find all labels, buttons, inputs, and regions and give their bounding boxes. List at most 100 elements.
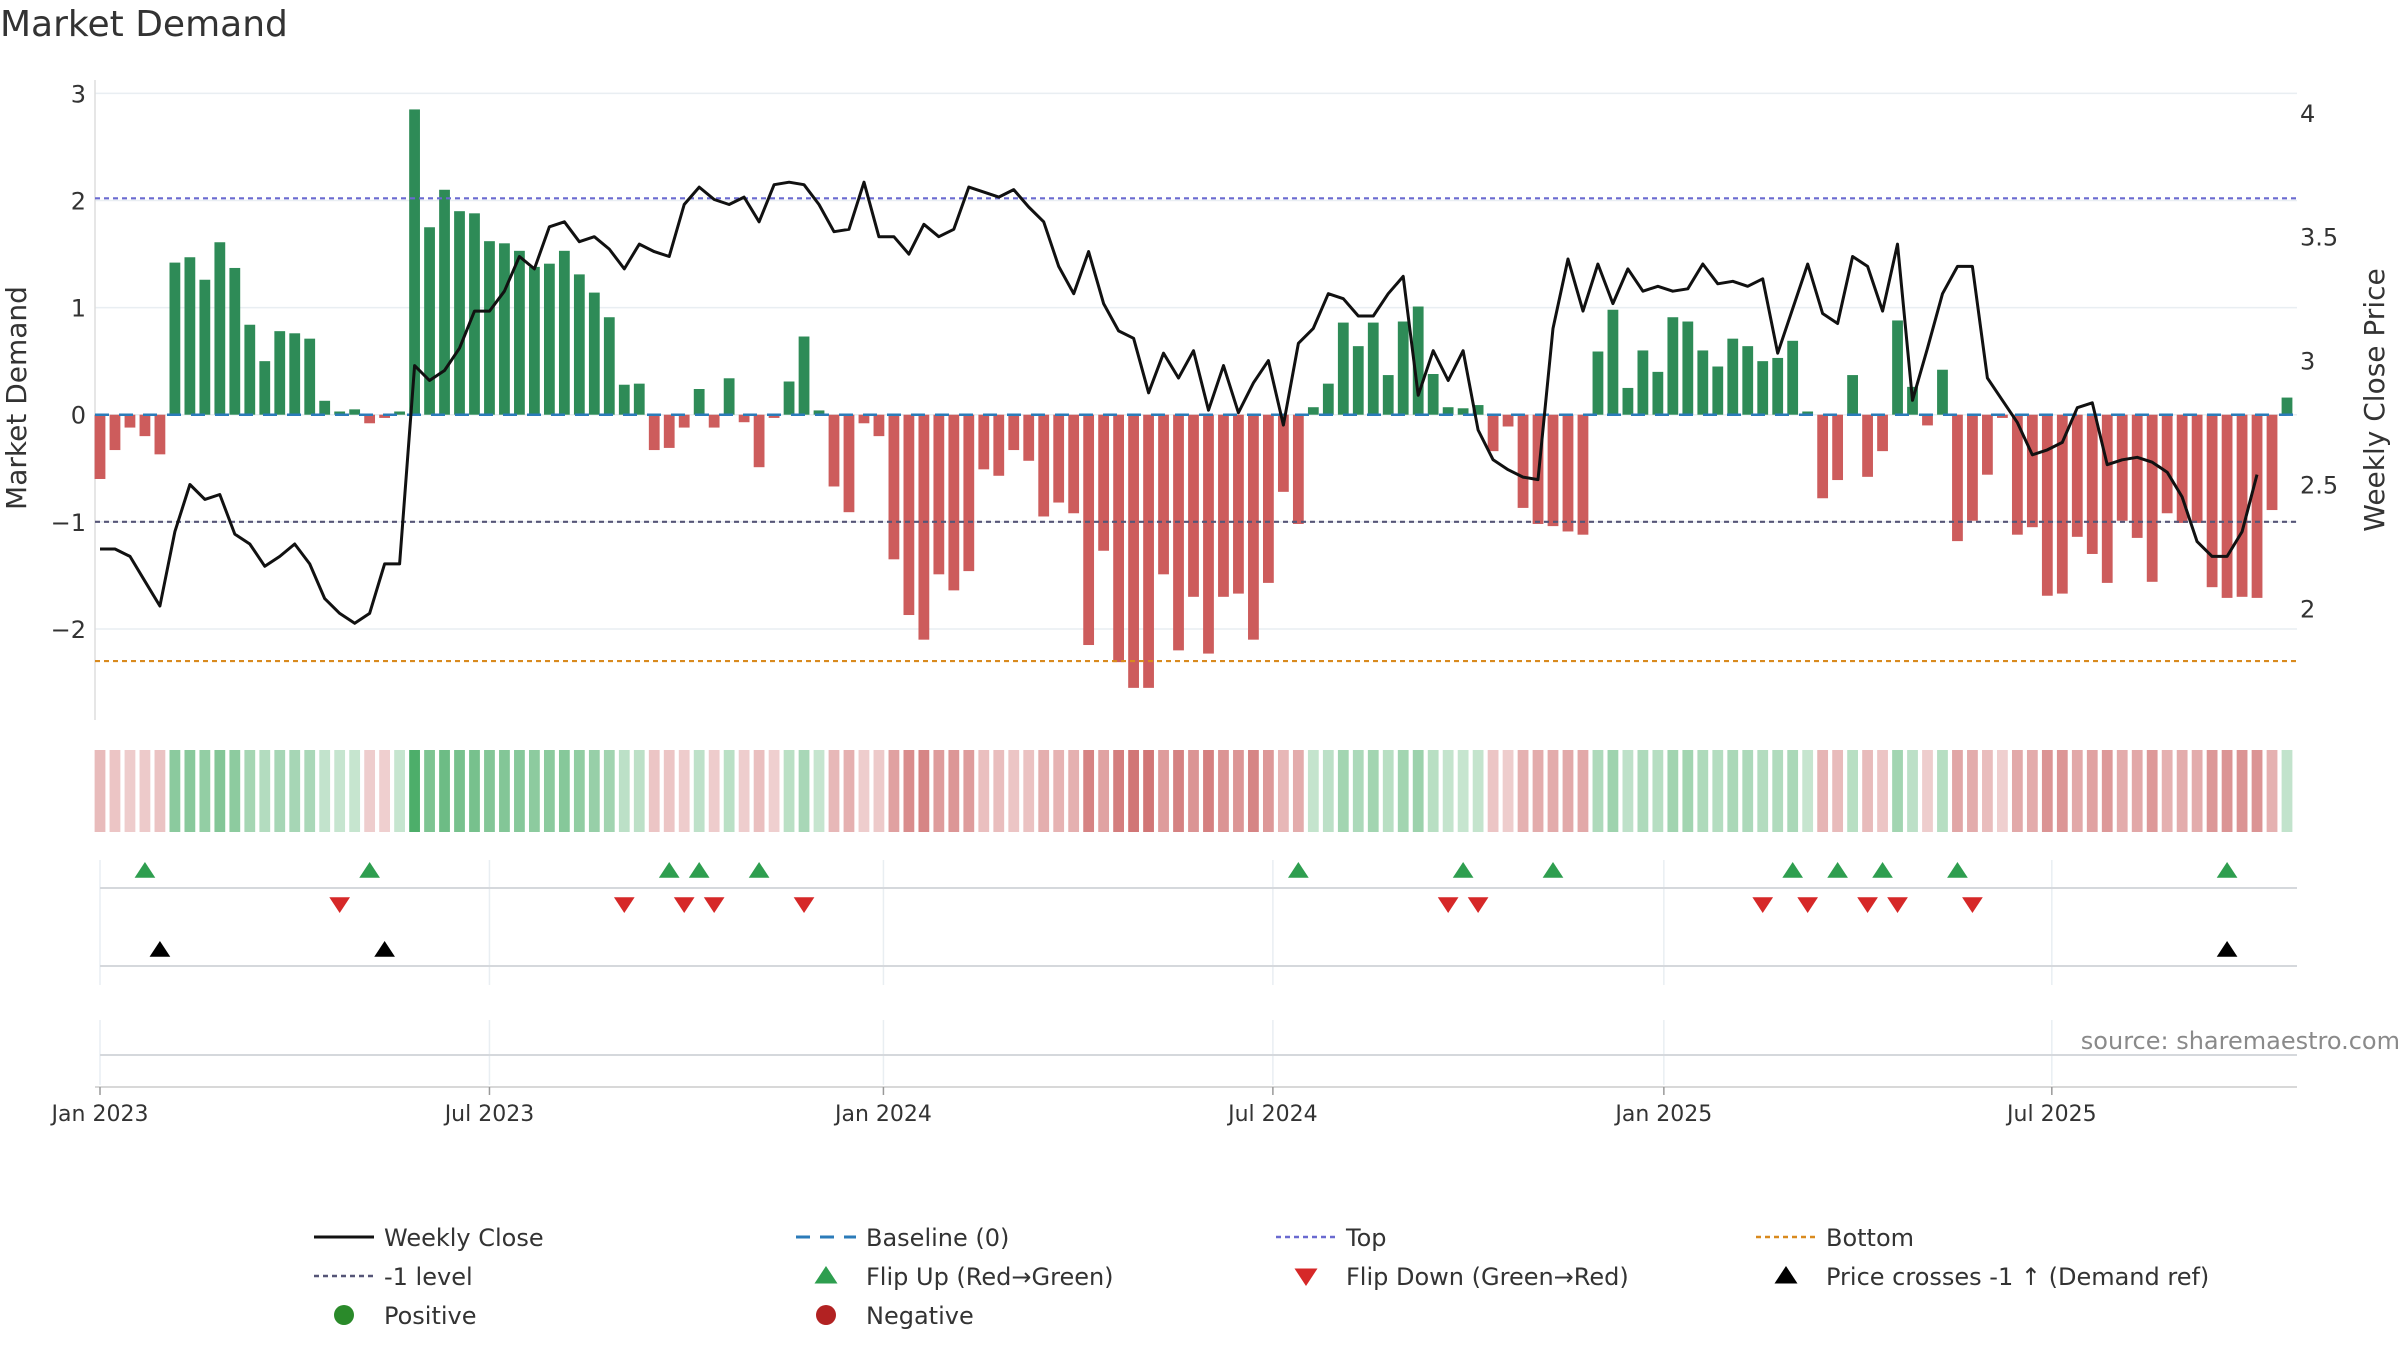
demand-bar (1922, 414, 1933, 426)
demand-bar (693, 389, 705, 415)
demand-bar (1607, 309, 1619, 415)
demand-bar (1038, 414, 1050, 517)
flip-up-marker (1947, 862, 1968, 878)
demand-bar (1877, 414, 1888, 452)
demand-bar (2116, 414, 2128, 521)
heat-cell (139, 750, 151, 832)
demand-bar (708, 414, 720, 428)
heat-cell (933, 750, 945, 832)
demand-bar (379, 414, 391, 418)
demand-bar (1113, 414, 1124, 663)
heat-cell (678, 750, 690, 832)
flip-up-marker (134, 862, 156, 878)
heat-cell (663, 750, 675, 832)
heat-cell (1263, 750, 1274, 832)
heat-cell (1382, 750, 1394, 832)
demand-bar (843, 414, 855, 513)
heat-cell (1487, 750, 1499, 832)
legend-label: Positive (384, 1302, 477, 1330)
chart-title: Market Demand (0, 4, 288, 45)
heat-cell (858, 750, 870, 832)
flip-down-marker (1752, 897, 1774, 913)
flip-down-marker (1962, 897, 1983, 913)
demand-bar (2056, 414, 2068, 594)
demand-bar (1487, 414, 1499, 452)
heat-cell (124, 750, 136, 832)
demand-bar (738, 414, 750, 423)
heat-cell (454, 750, 465, 832)
demand-bar (109, 414, 121, 451)
heat-cell (94, 750, 106, 832)
heat-cell (1996, 750, 2008, 832)
heat-cell (229, 750, 241, 832)
demand-bar (1173, 414, 1184, 651)
demand-bar (2206, 414, 2218, 588)
demand-bar (1757, 361, 1769, 415)
demand-bar (439, 189, 450, 415)
heat-cell (1832, 750, 1844, 832)
heat-cell (1412, 750, 1424, 832)
demand-bar (1996, 414, 2008, 418)
heat-cell (199, 750, 211, 832)
demand-bar (2176, 414, 2188, 523)
heat-cell (573, 750, 585, 832)
flip-down-marker (1467, 897, 1489, 913)
demand-bar (573, 274, 585, 415)
demand-bar (2236, 414, 2248, 597)
demand-bar (2266, 414, 2278, 511)
heat-cell (2011, 750, 2023, 832)
demand-bar (1023, 414, 1035, 461)
heat-cell (274, 750, 286, 832)
demand-bar (1352, 346, 1364, 415)
demand-bar (678, 414, 690, 428)
heat-cell (1652, 750, 1664, 832)
heat-cell (693, 750, 705, 832)
heat-cell (1937, 750, 1948, 832)
heat-cell (2191, 750, 2203, 832)
legend-label: Flip Down (Green→Red) (1346, 1263, 1629, 1291)
heat-cell (1292, 750, 1304, 832)
demand-bar (2146, 414, 2158, 582)
flip-up-marker (1542, 862, 1564, 878)
demand-bar (1937, 369, 1948, 415)
heat-cell (1637, 750, 1649, 832)
demand-bar (199, 279, 211, 415)
heat-cell (1847, 750, 1858, 832)
heat-cell (1248, 750, 1259, 832)
demand-bar (2101, 414, 2113, 583)
demand-bar (2191, 414, 2203, 523)
x-tick-label: Jul 2023 (443, 1102, 535, 1127)
flip-down-marker (1887, 897, 1908, 913)
heat-cell (499, 750, 510, 832)
heat-cell (1173, 750, 1184, 832)
demand-bar (948, 414, 960, 591)
demand-bar (1652, 371, 1664, 415)
demand-bar (289, 333, 301, 415)
heat-cell (289, 750, 301, 832)
demand-bar (1233, 414, 1244, 594)
demand-bar (409, 109, 420, 415)
demand-bar (798, 336, 810, 415)
heat-cell (214, 750, 226, 832)
demand-bar (1817, 414, 1829, 499)
demand-bar (1802, 411, 1814, 415)
heat-cell (2206, 750, 2218, 832)
demand-bar (2221, 414, 2233, 598)
heat-cell (648, 750, 660, 832)
demand-bar (768, 414, 780, 418)
demand-bar (1667, 317, 1679, 415)
heat-cell (948, 750, 960, 832)
heat-cell (828, 750, 840, 832)
heat-cell (603, 750, 615, 832)
flip-up-marker (1288, 862, 1309, 878)
heat-cell (1952, 750, 1963, 832)
heat-cell (2146, 750, 2158, 832)
flip-up-marker (359, 862, 380, 878)
heat-cell (1712, 750, 1724, 832)
legend-swatch (1294, 1268, 1318, 1286)
heat-cell (2176, 750, 2188, 832)
y-tick-label: 1 (71, 295, 86, 323)
demand-bar (1697, 350, 1709, 415)
heat-cell (244, 750, 256, 832)
legend-swatch (814, 1266, 838, 1284)
